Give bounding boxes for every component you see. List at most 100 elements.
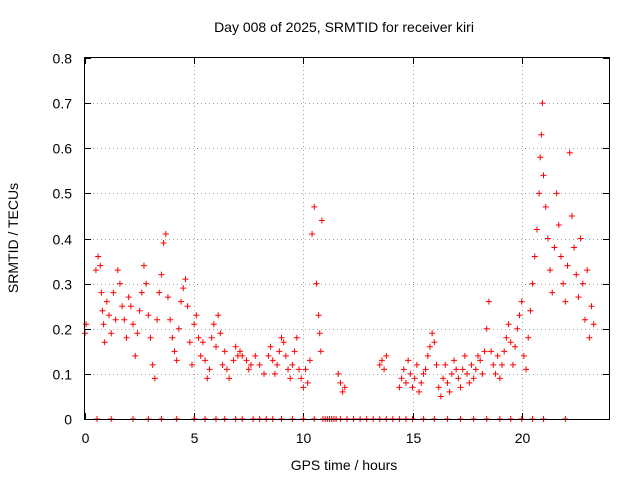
data-point [160,240,167,247]
data-point [494,352,501,359]
data-point [575,294,582,301]
data-point [442,361,449,368]
data-point [178,298,185,305]
data-point [398,375,405,382]
data-point [182,276,189,283]
data-point [453,366,460,373]
data-point [418,379,425,386]
data-point [437,393,444,400]
data-point [518,298,525,305]
data-point [278,334,285,341]
data-point [274,361,281,368]
data-point [293,334,300,341]
data-point [276,348,283,355]
y-tick-label: 0.8 [53,51,73,67]
data-point [210,321,217,328]
data-point [586,334,593,341]
data-point [191,321,198,328]
data-point [132,352,139,359]
data-point [300,384,307,391]
data-point [318,217,325,224]
data-point [243,357,250,364]
data-point [503,334,510,341]
data-point [295,366,302,373]
data-point [99,307,106,314]
data-point [571,244,578,251]
data-point [311,203,318,210]
data-point [557,253,564,260]
data-point [335,370,342,377]
data-point [481,348,488,355]
data-point [101,339,108,346]
data-point [544,235,551,242]
data-point [475,352,481,359]
data-point [459,366,466,373]
data-point [298,375,305,382]
data-point [121,316,128,323]
data-point [269,357,276,364]
data-point [313,280,320,287]
data-point [237,348,244,355]
data-point [455,375,462,382]
data-point [156,289,163,296]
data-point [108,330,115,337]
data-point [420,370,427,377]
data-point [549,289,556,296]
data-point [450,357,457,364]
data-point [433,361,440,368]
data-point [188,361,195,368]
data-point [204,375,211,382]
data-point [226,375,233,382]
data-point [140,262,147,269]
data-point [162,230,169,237]
data-point [444,379,451,386]
data-point [186,339,193,346]
y-tick-label: 0.1 [53,367,73,383]
data-point [223,366,230,373]
data-point [542,203,549,210]
data-point [265,352,272,359]
data-point [488,348,495,355]
data-point [110,289,117,296]
data-point [477,357,484,364]
data-point [175,325,182,332]
data-point [405,357,412,364]
data-point [523,366,530,373]
data-point [184,303,191,310]
data-point [547,267,554,274]
data-point [289,361,296,368]
x-tick-labels: 0 5 10 15 20 [82,430,531,446]
data-point [221,348,228,355]
data-point [180,285,187,292]
data-point [470,375,477,382]
data-point [426,343,433,350]
data-point [538,131,545,138]
data-point [537,154,544,161]
chart-title: Day 008 of 2025, SRMTID for receiver kir… [214,19,474,35]
data-point [540,172,547,179]
data-point [468,361,475,368]
y-tick-label: 0.7 [53,96,73,112]
data-point [472,366,479,373]
data-point [527,307,534,314]
y-tick-label: 0.5 [53,186,73,202]
data-point [539,100,546,107]
data-point [143,280,150,287]
data-point [167,316,174,323]
x-tick-label: 5 [191,430,199,446]
data-point [213,343,219,350]
data-point [431,339,438,346]
data-point [247,361,254,368]
data-point [206,366,213,373]
y-tick-label: 0.4 [53,232,73,248]
data-point [217,330,224,337]
data-point [564,262,571,269]
data-point [147,334,154,341]
data-point [123,334,130,341]
data-point [424,352,431,359]
data-point [409,384,416,391]
data-point [378,357,385,364]
data-point [516,312,523,319]
data-point [138,289,145,296]
data-point [136,307,143,314]
